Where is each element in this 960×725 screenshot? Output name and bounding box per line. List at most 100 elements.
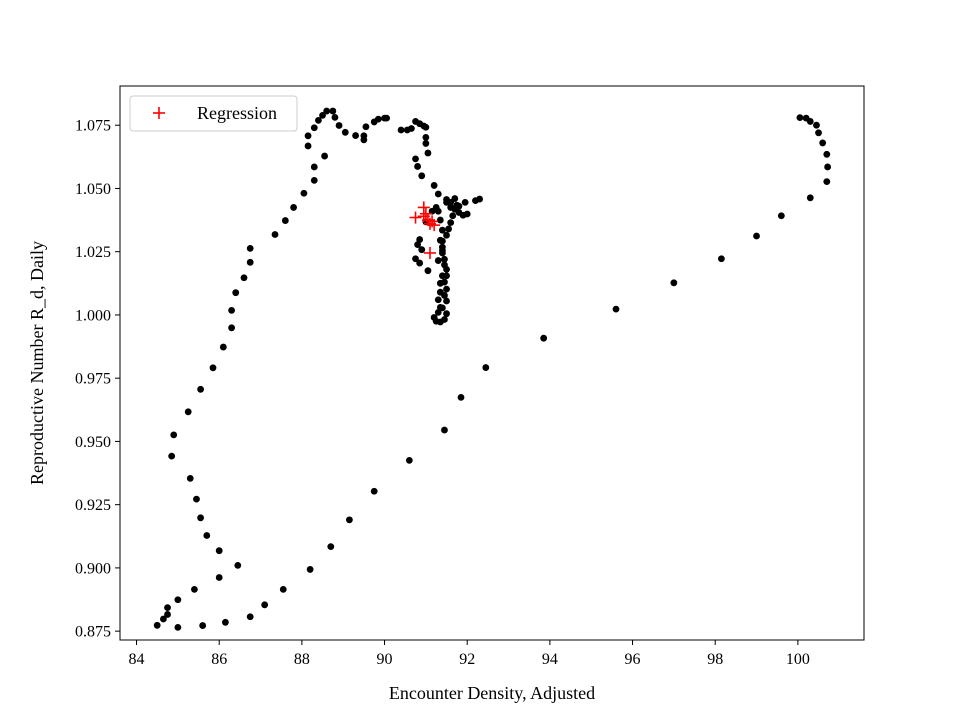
data-point [434,190,442,198]
data-point [203,532,211,539]
data-point [439,247,446,254]
data-point [240,274,248,282]
data-point [777,212,785,220]
data-point [439,272,446,280]
data-point [219,343,227,351]
data-point [416,259,424,267]
data-point [310,124,318,132]
data-point [428,207,436,215]
y-axis-label: Reproductive Number R_d, Daily [27,241,47,485]
data-point [362,123,370,131]
data-point [246,245,254,252]
data-point [215,574,223,581]
data-point [271,231,279,238]
data-point [418,172,426,180]
data-point [228,306,236,314]
x-tick-label: 90 [377,651,393,668]
data-point [310,176,318,184]
data-point [796,114,804,122]
data-point [374,115,382,123]
data-point [335,122,343,129]
data-point [670,279,678,287]
data-point [806,194,814,202]
data-point [457,394,465,401]
data-point [331,113,339,121]
data-point [279,586,287,593]
data-point [449,212,457,220]
regression-point [409,211,422,224]
data-point [290,204,297,211]
data-point [209,364,217,372]
data-point [823,150,831,158]
y-tick-label: 0.975 [75,371,111,388]
y-tick-label: 0.925 [75,497,111,514]
data-point [186,474,194,482]
data-point [443,231,450,239]
data-point [246,258,254,266]
legend-entry-regression: Regression [197,103,277,123]
data-point [819,139,827,147]
data-point [422,133,430,141]
x-tick-label: 96 [625,651,641,668]
data-point [352,132,359,139]
data-point [424,149,432,157]
regression-point [419,207,432,220]
data-point [459,211,467,219]
data-point [370,487,378,495]
data-point [412,155,419,163]
data-point [197,385,205,393]
data-point [430,314,438,321]
data-point [412,255,419,263]
data-point [306,566,314,573]
data-point [824,163,832,171]
data-point [341,128,349,136]
data-point [430,182,438,189]
data-point [164,604,171,612]
data-point [806,118,814,125]
data-marks [153,107,832,631]
data-point [476,195,483,203]
data-point [447,219,455,227]
x-tick-label: 98 [707,651,723,668]
data-point [753,232,760,240]
y-tick-label: 0.900 [75,560,111,577]
data-point [443,310,450,318]
y-axis-ticks: 0.875 0.900 0.925 0.950 0.975 1.000 1.025 1.050… [75,118,120,641]
regression-point [426,215,439,228]
data-point [232,289,240,297]
legend-plus-marker [153,107,165,119]
data-point [434,296,442,304]
data-point [436,303,444,311]
x-tick-label: 84 [129,651,145,668]
data-point [246,613,254,621]
data-point [191,586,198,593]
data-point [164,611,171,618]
x-tick-label: 88 [294,651,310,668]
data-point [234,561,242,569]
data-point [304,132,312,140]
data-point [451,195,459,202]
data-point [441,255,448,263]
y-tick-label: 0.875 [75,624,111,641]
data-point [315,117,322,124]
data-point [443,285,450,293]
data-point [447,204,455,211]
y-tick-label: 1.000 [75,307,111,324]
data-point [436,288,444,296]
data-point [414,241,421,249]
x-tick-label: 86 [211,651,227,668]
data-point [612,305,620,313]
plot-frame [119,85,865,641]
data-point [422,123,430,131]
x-axis-ticks: 84 86 88 90 92 94 96 98 100 [129,640,810,668]
data-point [174,623,182,631]
x-tick-label: 94 [542,651,558,668]
data-point [168,452,176,460]
data-point [408,125,415,132]
legend: Regression [129,95,298,132]
data-point [455,202,463,210]
data-point [813,121,820,129]
data-point [346,516,353,524]
